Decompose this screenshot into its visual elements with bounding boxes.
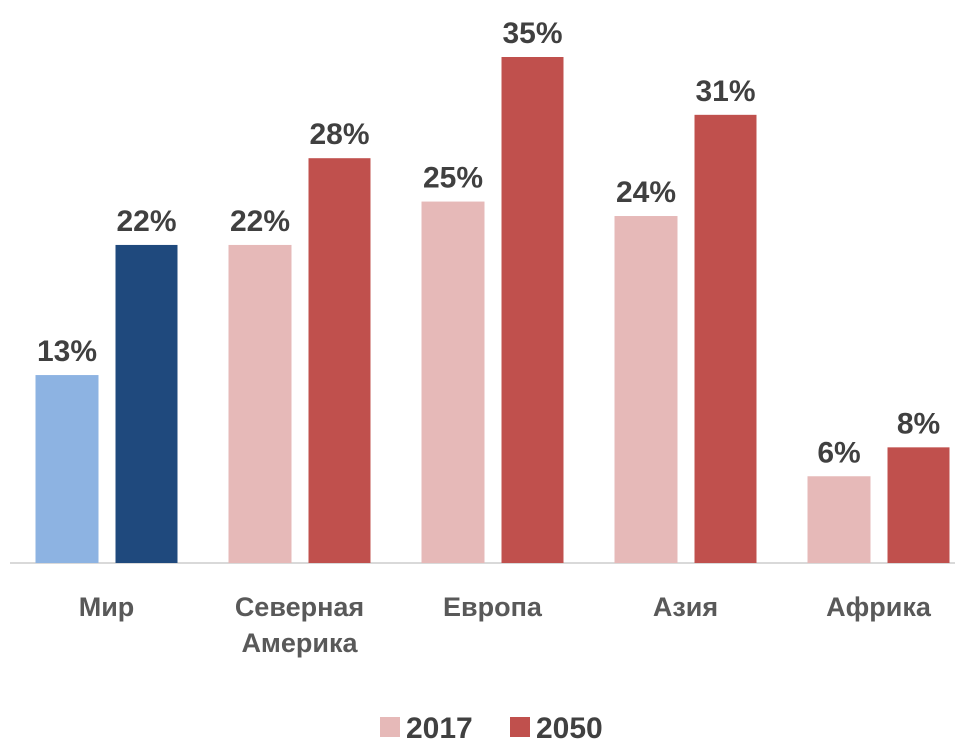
data-label: 13% <box>37 335 97 368</box>
data-label: 8% <box>897 407 940 440</box>
x-tick-label: Мир <box>78 592 135 622</box>
data-label: 6% <box>817 436 860 469</box>
bar <box>614 216 678 563</box>
bar <box>501 57 564 563</box>
bar <box>887 447 950 563</box>
bar <box>35 375 99 563</box>
x-tick-label: Северная Америка <box>234 592 365 658</box>
x-tick-label: Африка <box>826 592 931 622</box>
x-tick-label: Европа <box>443 592 542 622</box>
bar <box>421 201 485 564</box>
data-label: 28% <box>309 118 369 151</box>
data-label: 22% <box>230 205 290 238</box>
legend-label: 2050 <box>536 712 603 742</box>
bar <box>694 114 757 563</box>
data-label: 24% <box>616 176 676 209</box>
bar <box>807 476 871 563</box>
legend-label: 2017 <box>406 712 473 742</box>
bar <box>115 244 178 563</box>
data-label: 35% <box>502 17 562 50</box>
data-label: 22% <box>116 205 176 238</box>
legend-swatch <box>510 717 530 737</box>
x-tick-label: Азия <box>652 592 719 622</box>
legend-swatch <box>380 717 400 737</box>
data-label: 31% <box>695 75 755 108</box>
bar <box>228 244 292 563</box>
data-label: 25% <box>423 162 483 195</box>
bar <box>308 158 371 563</box>
